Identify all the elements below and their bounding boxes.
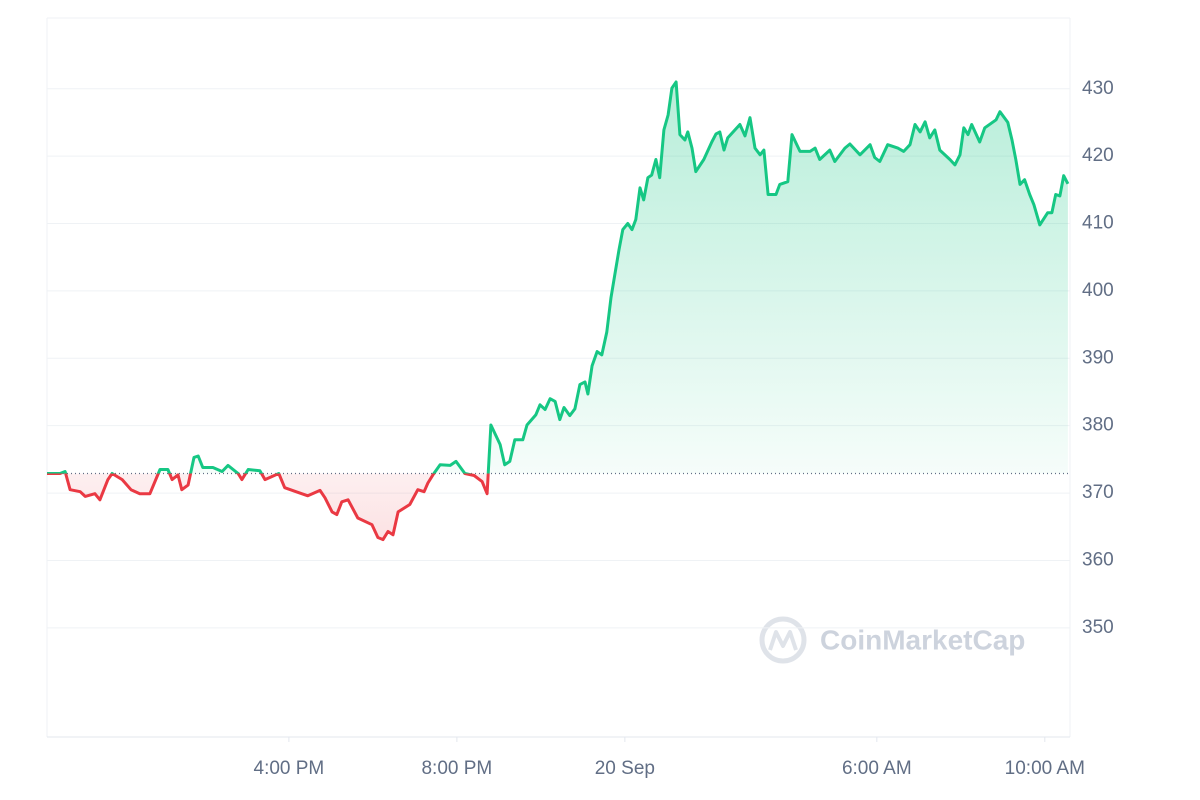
y-tick-label: 390 [1082,347,1114,368]
price-area [47,82,1068,540]
price-line [47,80,1070,542]
y-tick-label: 430 [1082,78,1114,99]
x-tick-label: 4:00 PM [254,758,325,779]
watermark: CoinMarketCap [820,624,1025,655]
y-tick-label: 420 [1082,145,1114,166]
x-tick-label: 20 Sep [595,758,655,779]
y-tick-label: 350 [1082,617,1114,638]
x-tick-label: 8:00 PM [421,758,492,779]
y-tick-label: 400 [1082,280,1114,301]
watermark-logo [759,616,807,664]
y-tick-label: 380 [1082,415,1114,436]
y-tick-label: 410 [1082,213,1114,234]
y-tick-label: 370 [1082,482,1114,503]
x-tick-label: 10:00 AM [1005,758,1085,779]
y-tick-label: 360 [1082,549,1114,570]
x-tick-label: 6:00 AM [842,758,912,779]
